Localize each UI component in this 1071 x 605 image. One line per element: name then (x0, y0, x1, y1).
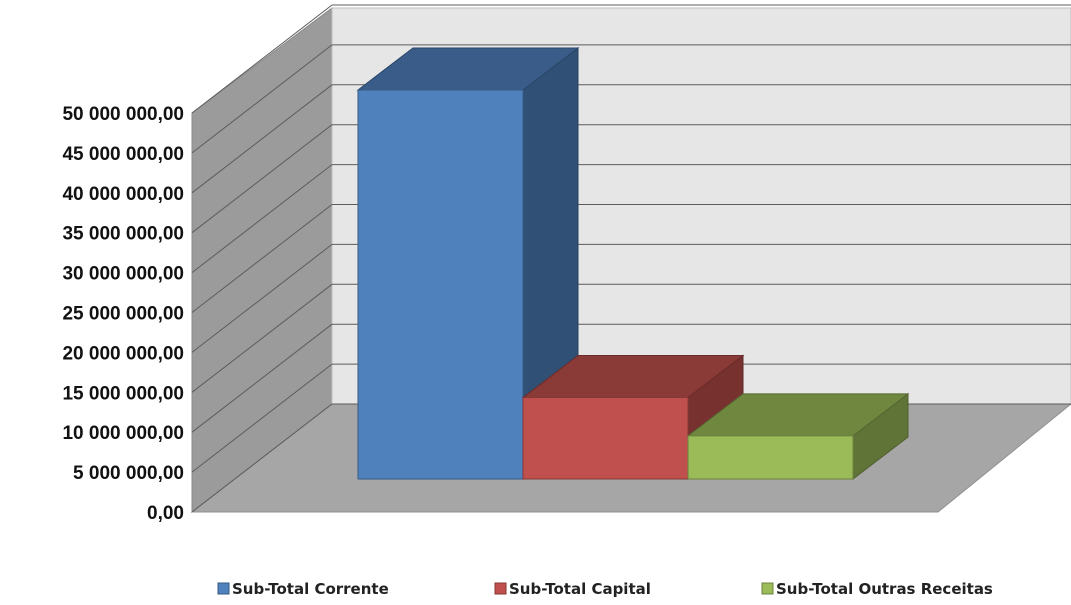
bar-1 (356, 46, 580, 481)
gridline-side (191, 164, 333, 273)
gridline-side (191, 124, 333, 234)
legend: Sub-Total Corrente Sub-Total Capital Sub-T… (217, 580, 993, 598)
y-tick-label: 40 000 000,00 (62, 184, 184, 205)
bar-3 (686, 392, 910, 481)
legend-label: Sub-Total Capital (509, 580, 651, 598)
y-tick-label: 25 000 000,00 (62, 304, 184, 325)
y-tick-label: 45 000 000,00 (62, 144, 184, 165)
y-tick-label: 10 000 000,00 (62, 423, 184, 444)
y-tick-label: 5 000 000,00 (73, 463, 184, 484)
gridline-side (191, 403, 333, 513)
y-tick-label: 0,00 (147, 503, 184, 524)
legend-item: Sub-Total Capital (494, 580, 651, 598)
y-tick-label: 30 000 000,00 (62, 264, 184, 285)
legend-item: Sub-Total Outras Receitas (761, 580, 993, 598)
gridline-side (191, 244, 333, 353)
gridline-side (191, 204, 333, 313)
gridline-side (191, 84, 333, 194)
gridline-side (191, 44, 333, 154)
bar-front-face (522, 397, 689, 480)
bar-front-face (687, 435, 854, 480)
y-tick-label: 50 000 000,00 (62, 104, 184, 125)
legend-item: Sub-Total Corrente (217, 580, 389, 598)
gridline-side (191, 363, 333, 473)
gridline-side (191, 323, 333, 433)
y-tick-label: 15 000 000,00 (62, 383, 184, 404)
gridline-side (191, 283, 333, 393)
legend-swatch (217, 582, 230, 595)
legend-swatch (761, 582, 774, 595)
y-tick-label: 35 000 000,00 (62, 224, 184, 245)
legend-label: Sub-Total Corrente (232, 580, 389, 598)
legend-swatch (494, 582, 507, 595)
bar-front-face (357, 89, 524, 480)
gridline-side (191, 4, 333, 114)
legend-label: Sub-Total Outras Receitas (776, 580, 993, 598)
bars (356, 46, 910, 481)
y-tick-label: 20 000 000,00 (62, 343, 184, 364)
y-axis-tick-labels: 0,00 5 000 000,00 10 000 000,00 15 000 000,… (62, 104, 184, 524)
